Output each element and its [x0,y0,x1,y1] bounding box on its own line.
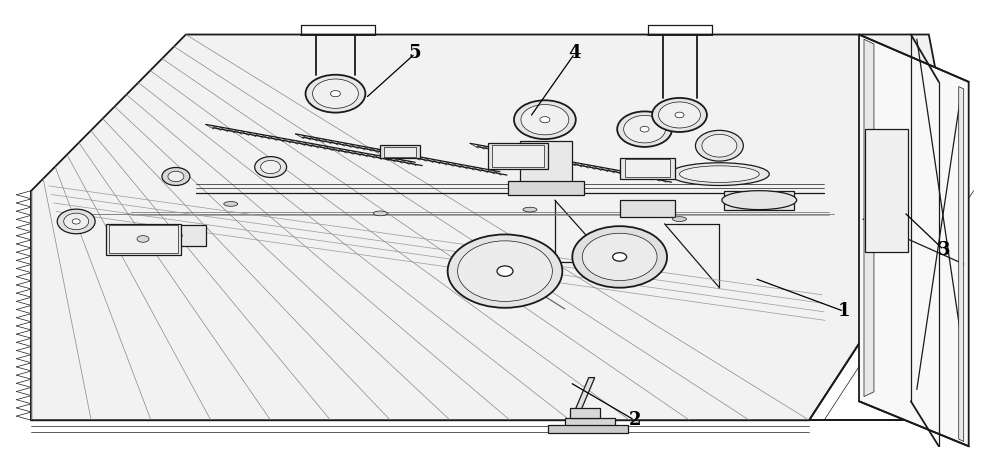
Polygon shape [31,191,186,420]
Ellipse shape [521,105,569,135]
Polygon shape [724,191,794,209]
FancyBboxPatch shape [492,145,544,168]
Ellipse shape [137,236,149,242]
Ellipse shape [373,211,387,216]
Ellipse shape [168,171,184,182]
Ellipse shape [162,168,190,186]
FancyBboxPatch shape [488,143,548,169]
FancyBboxPatch shape [620,158,675,179]
Polygon shape [141,225,206,246]
Polygon shape [31,35,959,420]
Ellipse shape [224,201,238,206]
Ellipse shape [695,130,743,161]
Ellipse shape [523,207,537,212]
Ellipse shape [110,225,182,246]
Ellipse shape [313,79,358,109]
Ellipse shape [448,235,562,308]
Ellipse shape [613,253,627,261]
Polygon shape [959,87,964,441]
FancyBboxPatch shape [570,408,600,418]
Ellipse shape [119,228,173,243]
FancyBboxPatch shape [625,159,670,177]
Polygon shape [859,35,969,446]
Ellipse shape [64,213,89,230]
Ellipse shape [652,98,707,132]
Ellipse shape [670,163,769,186]
FancyBboxPatch shape [520,141,572,184]
Ellipse shape [497,266,513,277]
Text: 5: 5 [409,44,422,62]
FancyBboxPatch shape [380,145,420,159]
Ellipse shape [306,75,365,113]
Ellipse shape [255,157,287,178]
Ellipse shape [617,111,672,147]
Ellipse shape [514,100,576,139]
Ellipse shape [572,226,667,288]
Ellipse shape [330,90,340,97]
FancyBboxPatch shape [865,129,908,252]
Ellipse shape [679,166,759,182]
Ellipse shape [675,112,684,118]
Ellipse shape [72,219,80,224]
FancyBboxPatch shape [106,224,181,255]
Polygon shape [572,377,595,418]
Text: 3: 3 [938,241,950,259]
Ellipse shape [57,209,95,234]
Ellipse shape [640,126,649,132]
Ellipse shape [624,116,666,143]
Ellipse shape [582,233,657,280]
Ellipse shape [673,217,686,221]
FancyBboxPatch shape [508,181,584,196]
Ellipse shape [458,241,552,301]
Ellipse shape [702,134,737,157]
Polygon shape [864,39,874,397]
Ellipse shape [540,117,550,123]
FancyBboxPatch shape [109,225,178,253]
FancyBboxPatch shape [384,147,416,157]
Text: 2: 2 [628,411,641,429]
Ellipse shape [659,102,700,128]
Ellipse shape [722,191,797,209]
FancyBboxPatch shape [620,200,675,217]
Ellipse shape [261,160,281,174]
FancyBboxPatch shape [548,426,628,433]
Polygon shape [565,418,615,427]
Text: 4: 4 [569,44,581,62]
Text: 1: 1 [838,302,850,320]
